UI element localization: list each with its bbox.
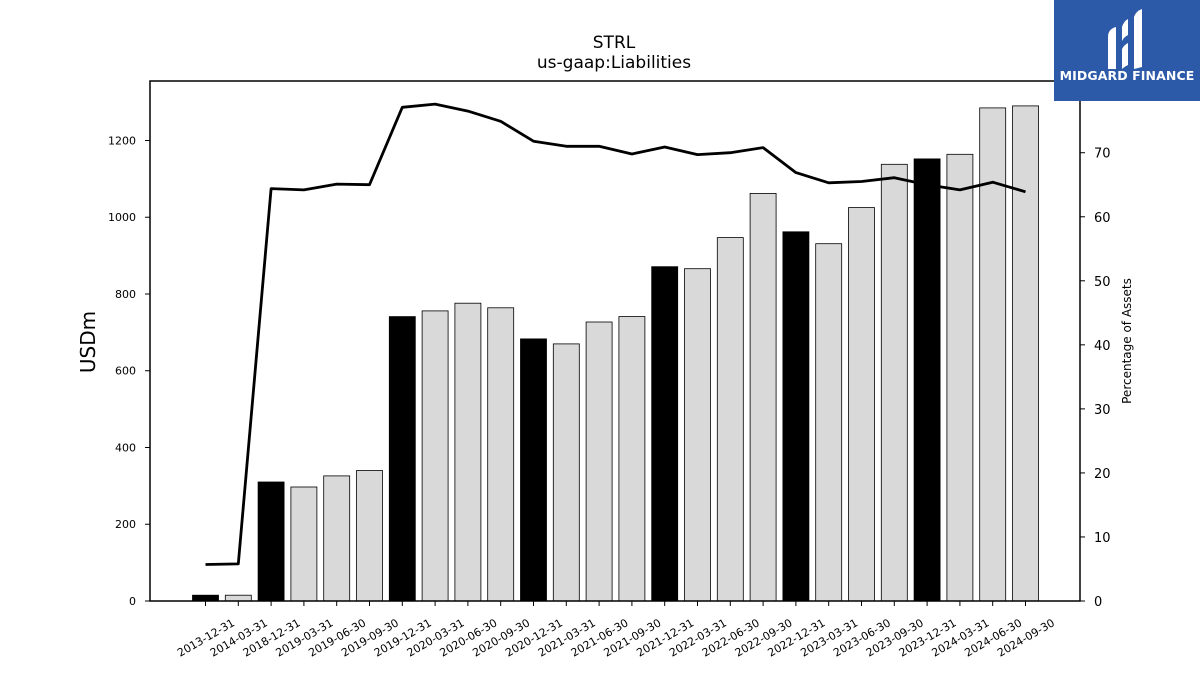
percentage-line: [205, 102, 1026, 566]
bar-2023-03-31: [815, 243, 843, 602]
logo-brand-text: MIDGARD FINANCE: [1059, 68, 1195, 83]
bar-2013-12-31: [192, 594, 219, 602]
bar-2023-12-31: [913, 158, 941, 602]
right-axis-ticks: 0 10 20 30 40 50 60 70: [1080, 147, 1111, 610]
bar-2020-09-30: [487, 307, 515, 602]
y-axis-label: USDm: [76, 311, 100, 373]
bar-2020-06-30: [454, 302, 482, 602]
bar-2022-12-31: [782, 231, 810, 602]
y-tick-label: 800: [115, 288, 136, 301]
y2-tick-label: 20: [1094, 467, 1111, 482]
y2-axis-label: Percentage of Assets: [1120, 278, 1134, 404]
y2-tick-label: 70: [1094, 147, 1111, 162]
percentage-line-series: [205, 102, 1026, 566]
bar-2021-06-30: [585, 321, 613, 602]
bar-2022-09-30: [749, 192, 777, 602]
y-tick-label: 1000: [108, 211, 136, 224]
bar-2021-12-31: [651, 266, 679, 602]
bar-2018-12-31: [257, 481, 285, 602]
bar-2020-03-31: [421, 310, 449, 602]
chart-title: STRL: [593, 33, 636, 53]
chart-subtitle: us-gaap:Liabilities: [537, 53, 691, 73]
bar-2020-12-31: [520, 338, 547, 602]
midgard-finance-logo: MIDGARD FINANCE: [1054, 0, 1200, 101]
bar-2019-03-31: [290, 486, 318, 602]
y2-tick-label: 60: [1094, 211, 1111, 226]
y-tick-label: 1200: [108, 134, 136, 147]
bar-2014-03-31: [224, 594, 252, 602]
y-tick-label: 400: [115, 441, 136, 454]
bar-2024-03-31: [946, 153, 974, 602]
bar-2022-06-30: [716, 237, 744, 602]
bar-2019-09-30: [356, 470, 383, 602]
y-tick-label: 200: [115, 518, 136, 531]
y2-tick-label: 0: [1094, 595, 1102, 610]
bar-2024-09-30: [1012, 105, 1039, 602]
x-axis-ticks: 2013-12-312014-03-312018-12-312019-03-31…: [175, 601, 1057, 660]
y2-tick-label: 50: [1094, 275, 1111, 290]
bar-2019-12-31: [388, 316, 416, 602]
bar-2021-03-31: [552, 343, 580, 602]
plot-frame: [149, 80, 1081, 602]
bar-2023-09-30: [880, 163, 908, 602]
y2-tick-label: 10: [1094, 531, 1111, 546]
bar-2019-06-30: [323, 475, 351, 602]
midgard-logo-icon: [1108, 9, 1142, 69]
y-tick-label: 0: [129, 595, 136, 608]
bar-2022-03-31: [684, 268, 711, 602]
y-tick-label: 600: [115, 365, 136, 378]
y2-tick-label: 30: [1094, 403, 1111, 418]
bar-2021-09-30: [618, 316, 646, 602]
bar-2023-06-30: [848, 207, 875, 602]
y2-tick-label: 40: [1094, 339, 1111, 354]
left-axis-ticks: 0 200 400 600 800 1000 1200: [108, 134, 150, 608]
